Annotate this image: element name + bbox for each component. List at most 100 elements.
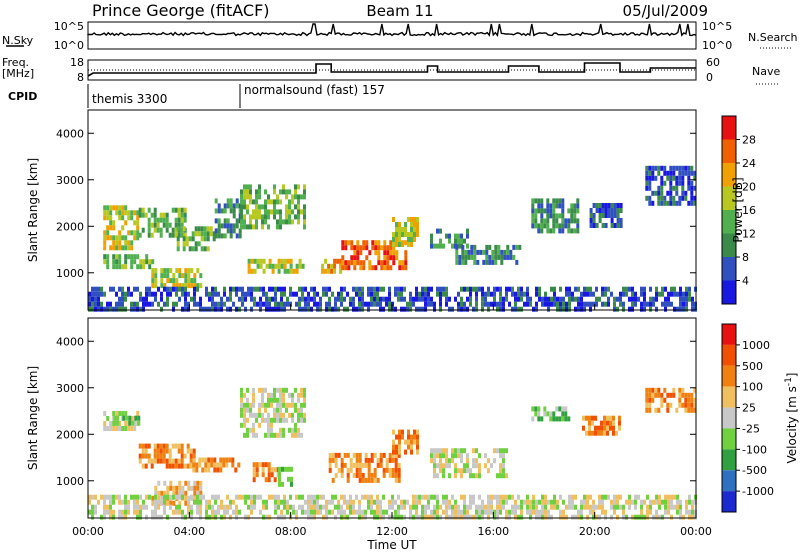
velocity-cell bbox=[643, 499, 646, 505]
power-cell bbox=[565, 306, 568, 312]
power-cell bbox=[373, 301, 376, 307]
power-cell bbox=[655, 291, 658, 297]
velocity-cell bbox=[364, 494, 367, 500]
power-cell bbox=[183, 232, 187, 238]
velocity-cell bbox=[604, 514, 607, 520]
velocity-cell bbox=[157, 480, 161, 486]
velocity-cell bbox=[472, 494, 475, 500]
power-cell bbox=[341, 245, 345, 251]
power-cell bbox=[616, 208, 620, 213]
power-cell bbox=[404, 227, 407, 232]
power-cell bbox=[183, 207, 187, 213]
power-cell bbox=[180, 232, 184, 238]
velocity-cell bbox=[364, 457, 368, 463]
velocity-cell bbox=[660, 402, 664, 408]
velocity-cell bbox=[553, 504, 556, 510]
power-cell bbox=[178, 283, 182, 289]
power-cell bbox=[124, 259, 128, 265]
velocity-cell bbox=[187, 495, 191, 501]
power-cell bbox=[169, 286, 172, 292]
velocity-cell bbox=[415, 514, 418, 520]
velocity-cell bbox=[286, 509, 289, 515]
power-cell bbox=[166, 286, 169, 292]
power-cell bbox=[589, 286, 592, 292]
velocity-cell bbox=[561, 406, 565, 412]
velocity-cell bbox=[416, 429, 419, 435]
velocity-cell bbox=[103, 426, 107, 431]
velocity-cell bbox=[376, 499, 379, 505]
power-cell bbox=[394, 291, 397, 297]
velocity-cell bbox=[658, 499, 661, 505]
velocity-cell bbox=[457, 453, 460, 459]
velocity-cell bbox=[252, 472, 256, 478]
velocity-cell bbox=[427, 514, 430, 520]
velocity-cell bbox=[109, 426, 113, 431]
velocity-cell bbox=[559, 494, 562, 500]
velocity-cell bbox=[472, 473, 475, 479]
power-cell bbox=[358, 301, 361, 307]
velocity-cell bbox=[496, 494, 499, 500]
power-cell bbox=[340, 291, 343, 297]
power-cell bbox=[570, 213, 574, 219]
velocity-cell bbox=[118, 509, 121, 515]
velocity-cell bbox=[684, 392, 688, 398]
velocity-cell bbox=[270, 432, 273, 438]
power-cell bbox=[388, 306, 391, 312]
power-cell bbox=[546, 218, 550, 224]
power-cell bbox=[162, 217, 166, 223]
velocity-cell bbox=[553, 499, 556, 505]
velocity-cell bbox=[592, 499, 595, 505]
velocity-cell bbox=[166, 494, 169, 500]
power-cell bbox=[240, 204, 243, 210]
power-cell bbox=[223, 203, 227, 209]
power-cell bbox=[279, 214, 282, 220]
power-cell bbox=[136, 230, 140, 236]
power-cell bbox=[145, 286, 148, 292]
velocity-cell bbox=[552, 416, 556, 422]
power-cell bbox=[529, 296, 532, 302]
velocity-cell bbox=[463, 448, 466, 454]
velocity-cell bbox=[532, 499, 535, 505]
power-cell bbox=[673, 291, 676, 297]
velocity-cell bbox=[192, 462, 196, 468]
velocity-cell bbox=[392, 429, 395, 435]
power-cell bbox=[358, 291, 361, 297]
power-cell bbox=[389, 265, 393, 271]
power-cell bbox=[669, 170, 673, 176]
velocity-cell bbox=[409, 509, 412, 515]
power-cell bbox=[558, 213, 562, 219]
velocity-cell bbox=[235, 504, 238, 510]
velocity-cell bbox=[343, 494, 346, 500]
power-cell bbox=[540, 203, 544, 209]
velocity-cell bbox=[171, 463, 175, 469]
power-cell bbox=[289, 286, 292, 292]
power-cell bbox=[503, 254, 507, 260]
power-cell bbox=[484, 301, 487, 307]
power-cell bbox=[171, 207, 175, 213]
power-cell bbox=[466, 306, 469, 312]
power-cell bbox=[461, 254, 465, 260]
velocity-cell bbox=[681, 392, 685, 398]
power-x-ticks bbox=[87, 304, 697, 310]
velocity-cell bbox=[448, 458, 451, 464]
velocity-cell bbox=[264, 417, 267, 423]
velocity-cell bbox=[591, 420, 594, 426]
power-cell bbox=[103, 306, 106, 312]
power-cell bbox=[205, 306, 208, 312]
power-cell bbox=[176, 236, 180, 242]
power-cell bbox=[190, 268, 194, 274]
power-cell bbox=[100, 286, 103, 292]
power-cell bbox=[153, 207, 157, 213]
power-cell bbox=[473, 259, 477, 265]
power-cell bbox=[678, 195, 682, 201]
velocity-cell bbox=[284, 466, 287, 472]
velocity-cell bbox=[582, 415, 585, 421]
velocity-cell bbox=[240, 422, 243, 428]
power-cell bbox=[255, 199, 258, 205]
power-cell bbox=[246, 184, 249, 190]
power-cell bbox=[103, 254, 107, 260]
power-cell bbox=[586, 301, 589, 307]
power-cell bbox=[106, 264, 110, 270]
power-cell bbox=[470, 254, 474, 260]
power-cell bbox=[622, 291, 625, 297]
